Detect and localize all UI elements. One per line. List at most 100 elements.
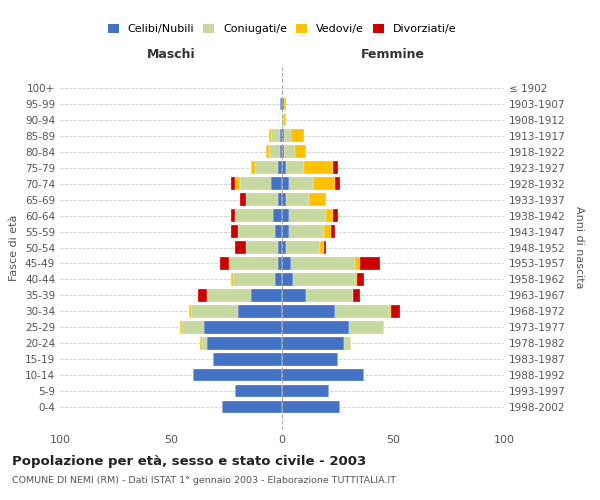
Bar xyxy=(269,146,280,158)
Bar xyxy=(231,273,233,285)
Bar xyxy=(197,289,206,302)
Bar xyxy=(282,98,284,110)
Bar xyxy=(231,226,238,238)
Bar xyxy=(189,305,191,318)
Bar xyxy=(291,257,355,270)
Bar xyxy=(335,305,389,318)
Bar xyxy=(284,114,286,126)
Bar xyxy=(293,273,355,285)
Bar xyxy=(233,273,275,285)
Bar xyxy=(391,305,400,318)
Bar xyxy=(282,146,284,158)
Bar xyxy=(344,337,351,349)
Bar xyxy=(282,194,286,206)
Bar xyxy=(282,130,284,142)
Bar xyxy=(333,210,337,222)
Bar xyxy=(235,210,273,222)
Y-axis label: Anni di nascita: Anni di nascita xyxy=(574,206,584,289)
Bar xyxy=(282,210,289,222)
Bar xyxy=(266,146,269,158)
Bar xyxy=(235,242,247,254)
Legend: Celibi/Nubili, Coniugati/e, Vedovi/e, Divorziati/e: Celibi/Nubili, Coniugati/e, Vedovi/e, Di… xyxy=(103,20,461,39)
Bar xyxy=(335,178,340,190)
Bar xyxy=(213,353,282,366)
Text: Popolazione per età, sesso e stato civile - 2003: Popolazione per età, sesso e stato civil… xyxy=(12,455,366,468)
Bar xyxy=(278,257,282,270)
Bar xyxy=(238,305,282,318)
Bar xyxy=(204,321,282,334)
Bar xyxy=(251,289,282,302)
Bar xyxy=(273,210,282,222)
Bar xyxy=(180,321,182,334)
Bar xyxy=(193,369,282,382)
Bar xyxy=(360,257,380,270)
Bar xyxy=(282,289,307,302)
Bar xyxy=(278,242,282,254)
Bar xyxy=(333,162,337,174)
Text: Maschi: Maschi xyxy=(146,48,196,60)
Bar xyxy=(247,194,278,206)
Bar xyxy=(304,162,333,174)
Bar xyxy=(235,178,240,190)
Bar xyxy=(353,289,360,302)
Bar xyxy=(229,257,278,270)
Bar xyxy=(256,162,278,174)
Bar xyxy=(320,242,324,254)
Bar xyxy=(280,130,282,142)
Bar xyxy=(282,114,284,126)
Bar xyxy=(182,321,204,334)
Bar xyxy=(358,273,364,285)
Bar xyxy=(240,178,271,190)
Bar xyxy=(282,242,286,254)
Bar xyxy=(278,194,282,206)
Bar xyxy=(282,337,344,349)
Bar xyxy=(282,305,335,318)
Bar xyxy=(282,401,340,413)
Bar xyxy=(286,242,320,254)
Bar xyxy=(280,146,282,158)
Bar xyxy=(289,178,313,190)
Bar xyxy=(240,194,247,206)
Bar xyxy=(282,353,337,366)
Bar xyxy=(282,321,349,334)
Bar xyxy=(289,210,326,222)
Bar xyxy=(295,146,307,158)
Bar xyxy=(389,305,391,318)
Bar xyxy=(247,242,278,254)
Bar xyxy=(275,226,282,238)
Bar xyxy=(282,226,289,238)
Bar xyxy=(284,130,291,142)
Bar xyxy=(313,178,335,190)
Bar xyxy=(278,162,282,174)
Bar xyxy=(308,194,326,206)
Bar xyxy=(282,369,364,382)
Bar xyxy=(238,226,275,238)
Bar xyxy=(324,242,326,254)
Bar xyxy=(206,289,251,302)
Bar xyxy=(289,226,324,238)
Bar xyxy=(331,226,335,238)
Bar xyxy=(200,337,202,349)
Bar xyxy=(282,178,289,190)
Bar xyxy=(275,273,282,285)
Bar xyxy=(355,257,360,270)
Bar xyxy=(231,210,235,222)
Bar xyxy=(271,130,280,142)
Bar xyxy=(251,162,256,174)
Text: Femmine: Femmine xyxy=(361,48,425,60)
Bar xyxy=(284,146,295,158)
Bar xyxy=(280,98,282,110)
Bar xyxy=(282,385,329,398)
Bar xyxy=(235,385,282,398)
Bar xyxy=(324,226,331,238)
Y-axis label: Fasce di età: Fasce di età xyxy=(10,214,19,280)
Bar xyxy=(286,194,308,206)
Bar xyxy=(202,337,206,349)
Bar xyxy=(355,273,358,285)
Bar xyxy=(349,321,384,334)
Bar xyxy=(222,401,282,413)
Bar xyxy=(231,178,235,190)
Text: COMUNE DI NEMI (RM) - Dati ISTAT 1° gennaio 2003 - Elaborazione TUTTITALIA.IT: COMUNE DI NEMI (RM) - Dati ISTAT 1° genn… xyxy=(12,476,396,485)
Bar xyxy=(284,98,286,110)
Bar xyxy=(220,257,229,270)
